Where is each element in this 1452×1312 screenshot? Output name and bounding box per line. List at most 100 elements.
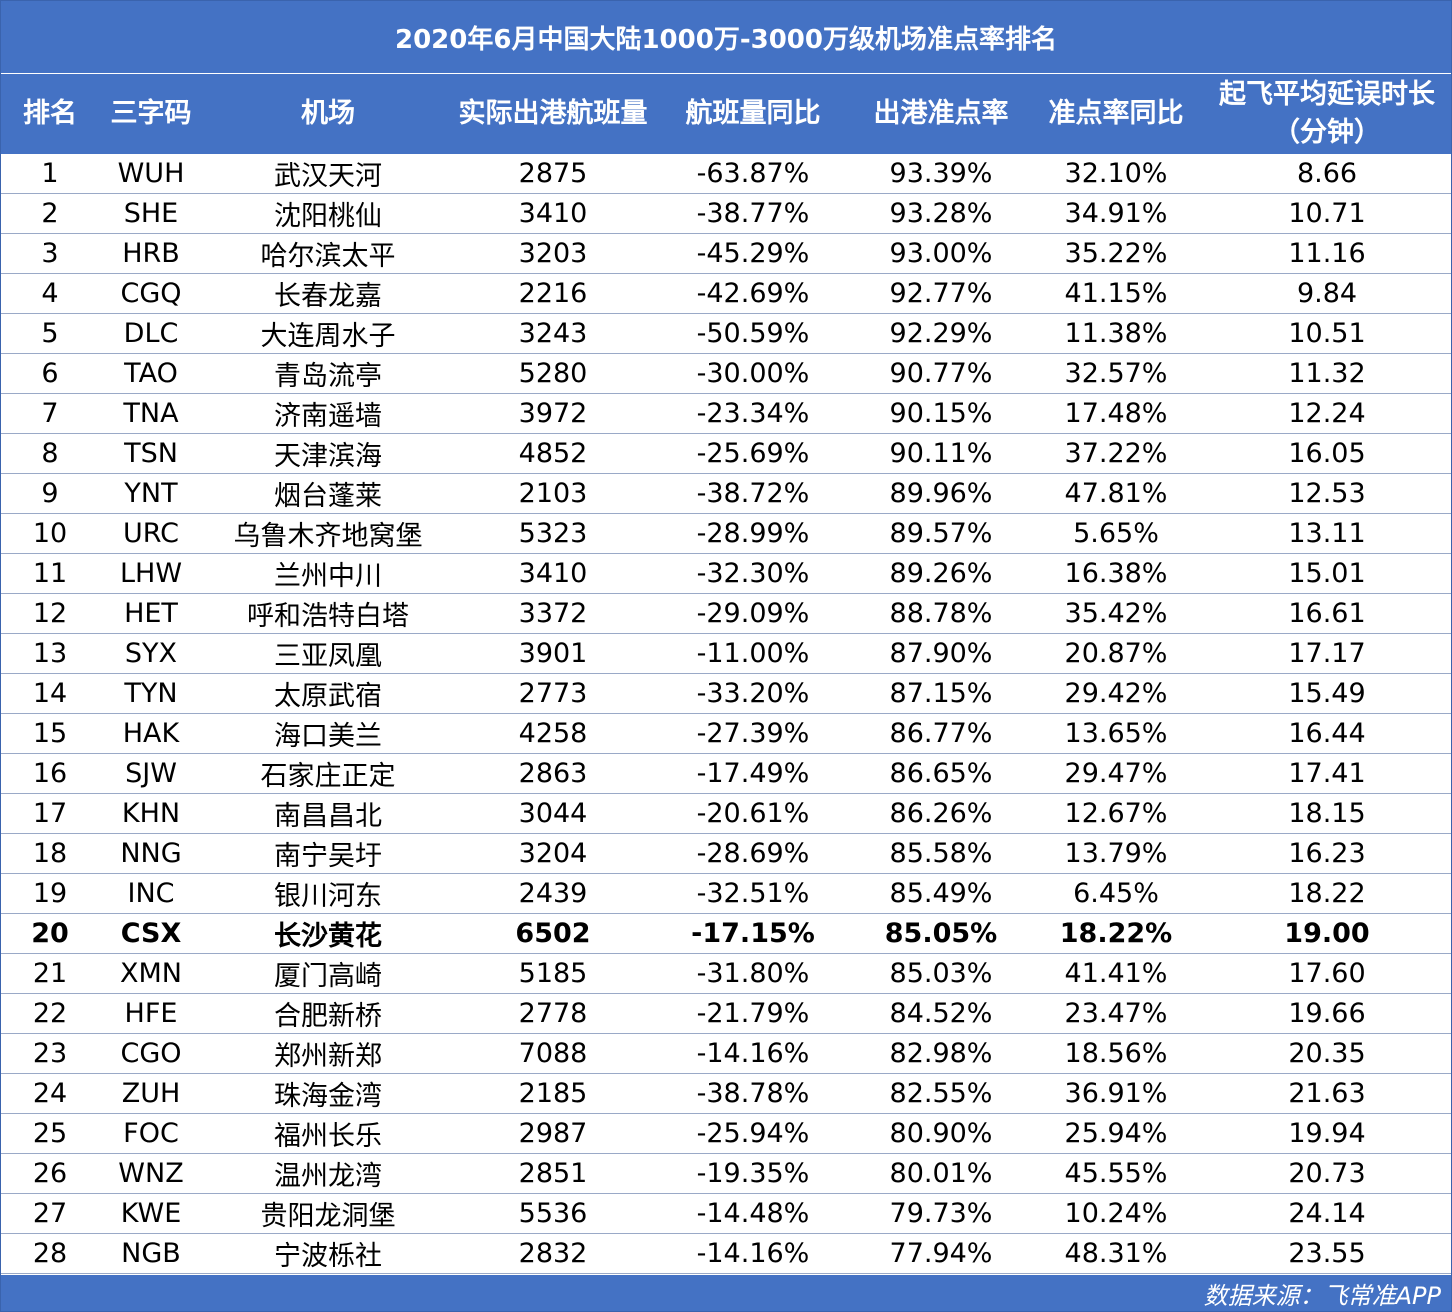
cell-ontime-yoy: 37.22% bbox=[1029, 433, 1203, 474]
cell-ontime: 87.15% bbox=[853, 673, 1029, 714]
cell-rank: 22 bbox=[1, 993, 99, 1034]
cell-ontime-yoy: 32.10% bbox=[1029, 154, 1203, 194]
cell-ontime-yoy: 23.47% bbox=[1029, 993, 1203, 1034]
cell-rank: 18 bbox=[1, 833, 99, 874]
cell-ontime-yoy: 41.15% bbox=[1029, 273, 1203, 314]
cell-ontime: 80.90% bbox=[853, 1113, 1029, 1154]
cell-code: KWE bbox=[99, 1193, 203, 1234]
cell-rank: 10 bbox=[1, 513, 99, 554]
cell-flights-yoy: -50.59% bbox=[653, 313, 853, 354]
cell-ontime: 82.55% bbox=[853, 1073, 1029, 1114]
cell-delay: 16.44 bbox=[1203, 713, 1451, 754]
cell-flights-yoy: -23.34% bbox=[653, 393, 853, 434]
cell-ontime: 89.57% bbox=[853, 513, 1029, 554]
cell-ontime-yoy: 35.22% bbox=[1029, 233, 1203, 274]
cell-ontime: 86.26% bbox=[853, 793, 1029, 834]
cell-flights: 3204 bbox=[453, 833, 653, 874]
table-row: 8 TSN 天津滨海 4852 -25.69% 90.11% 37.22% 16.05 bbox=[1, 433, 1451, 474]
cell-delay: 17.41 bbox=[1203, 753, 1451, 794]
cell-ontime-yoy: 29.47% bbox=[1029, 753, 1203, 794]
cell-airport: 大连周水子 bbox=[203, 313, 453, 354]
cell-ontime: 93.28% bbox=[853, 193, 1029, 234]
table-row: 10 URC 乌鲁木齐地窝堡 5323 -28.99% 89.57% 5.65% 13.11 bbox=[1, 513, 1451, 554]
cell-flights-yoy: -38.77% bbox=[653, 193, 853, 234]
cell-flights-yoy: -27.39% bbox=[653, 713, 853, 754]
cell-delay: 23.55 bbox=[1203, 1233, 1451, 1274]
cell-delay: 10.71 bbox=[1203, 193, 1451, 234]
cell-flights: 2185 bbox=[453, 1073, 653, 1114]
cell-delay: 19.94 bbox=[1203, 1113, 1451, 1154]
cell-flights-yoy: -25.94% bbox=[653, 1113, 853, 1154]
cell-code: WNZ bbox=[99, 1153, 203, 1194]
table-row: 5 DLC 大连周水子 3243 -50.59% 92.29% 11.38% 10.51 bbox=[1, 313, 1451, 354]
table-row: 18 NNG 南宁吴圩 3204 -28.69% 85.58% 13.79% 16.23 bbox=[1, 833, 1451, 874]
cell-delay: 11.32 bbox=[1203, 353, 1451, 394]
cell-ontime: 82.98% bbox=[853, 1033, 1029, 1074]
cell-ontime: 92.77% bbox=[853, 273, 1029, 314]
cell-ontime-yoy: 13.65% bbox=[1029, 713, 1203, 754]
cell-flights: 2987 bbox=[453, 1113, 653, 1154]
cell-delay: 9.84 bbox=[1203, 273, 1451, 314]
cell-code: CGO bbox=[99, 1033, 203, 1074]
cell-ontime: 77.94% bbox=[853, 1233, 1029, 1274]
cell-code: LHW bbox=[99, 553, 203, 594]
table-title: 2020年6月中国大陆1000万-3000万级机场准点率排名 bbox=[1, 1, 1451, 74]
cell-flights: 3901 bbox=[453, 633, 653, 674]
cell-delay: 17.60 bbox=[1203, 953, 1451, 994]
cell-airport: 宁波栎社 bbox=[203, 1233, 453, 1274]
cell-flights-yoy: -19.35% bbox=[653, 1153, 853, 1194]
header-flights: 实际出港航班量 bbox=[453, 74, 653, 154]
table-row: 24 ZUH 珠海金湾 2185 -38.78% 82.55% 36.91% 21.63 bbox=[1, 1073, 1451, 1114]
cell-code: DLC bbox=[99, 313, 203, 354]
cell-airport: 天津滨海 bbox=[203, 433, 453, 474]
cell-flights-yoy: -28.69% bbox=[653, 833, 853, 874]
cell-delay: 16.05 bbox=[1203, 433, 1451, 474]
cell-airport: 厦门高崎 bbox=[203, 953, 453, 994]
cell-code: KHN bbox=[99, 793, 203, 834]
cell-ontime: 93.39% bbox=[853, 154, 1029, 194]
cell-delay: 19.00 bbox=[1203, 913, 1451, 954]
table-row: 20 CSX 长沙黄花 6502 -17.15% 85.05% 18.22% 19.00 bbox=[1, 913, 1451, 954]
cell-flights: 5185 bbox=[453, 953, 653, 994]
cell-code: HRB bbox=[99, 233, 203, 274]
cell-flights: 2851 bbox=[453, 1153, 653, 1194]
cell-airport: 南宁吴圩 bbox=[203, 833, 453, 874]
cell-code: URC bbox=[99, 513, 203, 554]
table-row: 19 INC 银川河东 2439 -32.51% 85.49% 6.45% 18.22 bbox=[1, 873, 1451, 914]
cell-code: TNA bbox=[99, 393, 203, 434]
cell-ontime: 85.05% bbox=[853, 913, 1029, 954]
cell-ontime-yoy: 45.55% bbox=[1029, 1153, 1203, 1194]
cell-flights-yoy: -32.30% bbox=[653, 553, 853, 594]
cell-flights-yoy: -21.79% bbox=[653, 993, 853, 1034]
cell-rank: 19 bbox=[1, 873, 99, 914]
cell-ontime: 86.77% bbox=[853, 713, 1029, 754]
cell-flights: 2832 bbox=[453, 1233, 653, 1274]
cell-flights-yoy: -29.09% bbox=[653, 593, 853, 634]
cell-code: NGB bbox=[99, 1233, 203, 1274]
cell-ontime: 90.77% bbox=[853, 353, 1029, 394]
cell-flights: 5323 bbox=[453, 513, 653, 554]
cell-flights-yoy: -25.69% bbox=[653, 433, 853, 474]
cell-delay: 20.73 bbox=[1203, 1153, 1451, 1194]
cell-airport: 温州龙湾 bbox=[203, 1153, 453, 1194]
cell-delay: 12.24 bbox=[1203, 393, 1451, 434]
cell-airport: 海口美兰 bbox=[203, 713, 453, 754]
cell-airport: 哈尔滨太平 bbox=[203, 233, 453, 274]
cell-flights-yoy: -45.29% bbox=[653, 233, 853, 274]
cell-ontime: 90.11% bbox=[853, 433, 1029, 474]
table-row: 25 FOC 福州长乐 2987 -25.94% 80.90% 25.94% 19.94 bbox=[1, 1113, 1451, 1154]
cell-delay: 18.15 bbox=[1203, 793, 1451, 834]
cell-ontime: 86.65% bbox=[853, 753, 1029, 794]
header-delay-line2: （分钟） bbox=[1273, 117, 1381, 148]
header-ontime-yoy: 准点率同比 bbox=[1029, 74, 1203, 154]
cell-ontime-yoy: 47.81% bbox=[1029, 473, 1203, 514]
cell-ontime: 80.01% bbox=[853, 1153, 1029, 1194]
cell-ontime-yoy: 12.67% bbox=[1029, 793, 1203, 834]
cell-flights: 2875 bbox=[453, 154, 653, 194]
data-source-footer: 数据来源：飞常准APP bbox=[1, 1275, 1451, 1311]
cell-ontime-yoy: 29.42% bbox=[1029, 673, 1203, 714]
cell-ontime: 85.58% bbox=[853, 833, 1029, 874]
cell-airport: 三亚凤凰 bbox=[203, 633, 453, 674]
ranking-table: 排名 三字码 机场 实际出港航班量 航班量同比 出港准点率 准点率同比 起飞平均… bbox=[1, 74, 1451, 1274]
cell-flights-yoy: -38.72% bbox=[653, 473, 853, 514]
